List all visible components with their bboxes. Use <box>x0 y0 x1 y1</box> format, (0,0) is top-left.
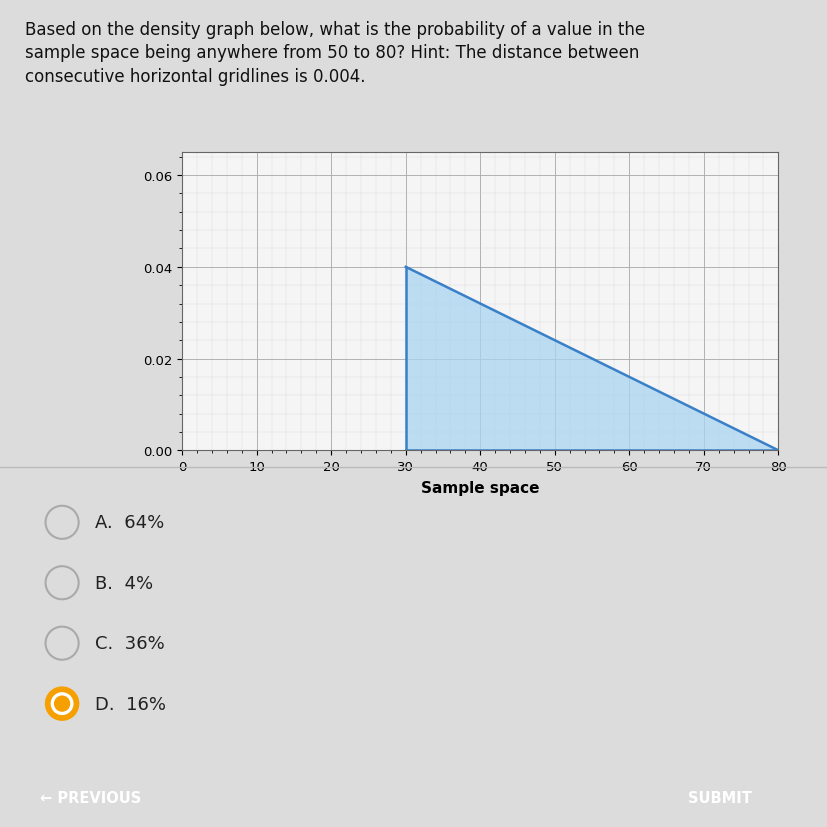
Text: D.  16%: D. 16% <box>95 695 166 713</box>
Text: Based on the density graph below, what is the probability of a value in the
samp: Based on the density graph below, what i… <box>25 21 644 86</box>
Text: B.  4%: B. 4% <box>95 574 153 592</box>
Polygon shape <box>405 267 777 451</box>
Text: SUBMIT: SUBMIT <box>687 790 752 805</box>
Text: C.  36%: C. 36% <box>95 634 165 653</box>
X-axis label: Sample space: Sample space <box>420 480 539 495</box>
Text: A.  64%: A. 64% <box>95 514 165 532</box>
Text: ← PREVIOUS: ← PREVIOUS <box>41 790 141 805</box>
